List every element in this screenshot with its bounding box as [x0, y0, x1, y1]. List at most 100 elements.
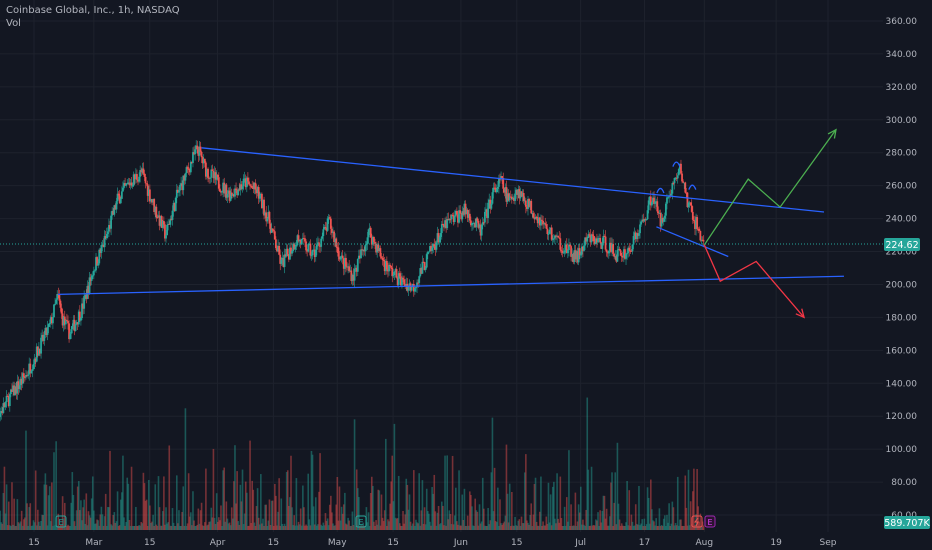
- volume-bar: [214, 524, 217, 530]
- candle-body: [228, 190, 231, 201]
- candle-body: [475, 218, 478, 228]
- candle-body: [322, 229, 325, 237]
- volume-bar: [40, 520, 42, 530]
- candle-body: [189, 161, 192, 173]
- candle-body: [268, 211, 271, 224]
- volume-bar: [515, 525, 517, 530]
- candle-body: [181, 183, 184, 191]
- candle-body: [104, 236, 107, 239]
- volume-bar: [160, 525, 163, 530]
- candle-body: [16, 381, 19, 394]
- candle-body: [664, 203, 667, 216]
- price-axis[interactable]: 360.00 340.00 320.00 300.00 280.00 260.00 240.…: [886, 17, 918, 521]
- candle-body: [675, 177, 678, 179]
- volume-bar: [388, 521, 390, 530]
- volume-bar: [503, 521, 506, 530]
- candle-body: [431, 247, 434, 251]
- candle-body: [136, 174, 138, 180]
- candle-body: [99, 249, 102, 253]
- volume-bar: [671, 501, 674, 530]
- volume-bar: [517, 520, 520, 530]
- volume-bar: [190, 512, 192, 530]
- candle-body: [333, 231, 335, 243]
- candle-body: [698, 228, 701, 231]
- volume-indicator-label[interactable]: Vol: [6, 18, 21, 29]
- candle-body: [591, 234, 594, 236]
- bullish-arrow-head: [827, 128, 837, 139]
- earnings-marker-1[interactable]: E: [55, 515, 67, 528]
- candle-body: [103, 236, 106, 248]
- candle-body: [529, 200, 532, 207]
- volume-bar: [417, 523, 419, 530]
- candle-body: [588, 234, 591, 236]
- candle-body: [391, 267, 394, 277]
- candle-body: [410, 287, 413, 291]
- flash-event-icon[interactable]: [691, 515, 703, 528]
- candle-body: [72, 319, 75, 326]
- volume-bar: [646, 487, 649, 530]
- volume-bar: [401, 525, 403, 530]
- price-tick-label: 200.00: [886, 280, 918, 290]
- symbol-title: Coinbase Global, Inc., 1h, NASDAQ: [6, 5, 180, 16]
- volume-bar: [642, 525, 645, 530]
- candle-body: [304, 238, 306, 242]
- candle-body: [366, 237, 369, 245]
- time-axis[interactable]: 15 Mar 15 Apr 15 May 15 Jun 15 Jul 17 Aug 19 Sep: [28, 538, 836, 548]
- volume-bar: [139, 525, 141, 530]
- volume-bar: [403, 523, 405, 530]
- volume-bar: [258, 524, 261, 530]
- candle-body: [413, 288, 416, 292]
- volume-bar: [599, 510, 601, 530]
- candle-body: [87, 285, 90, 294]
- earnings-marker-3[interactable]: E: [704, 515, 716, 528]
- volume-bar: [664, 515, 666, 530]
- volume-bar: [535, 521, 538, 530]
- candle-body: [70, 329, 73, 334]
- candle-body: [562, 252, 565, 254]
- candle-body: [18, 385, 21, 389]
- volume-bar: [548, 522, 551, 530]
- volume-bar: [490, 472, 493, 530]
- time-tick-label: 17: [639, 538, 650, 548]
- candle-body: [62, 316, 65, 326]
- volume-bar: [375, 520, 377, 530]
- candle-body: [621, 255, 624, 258]
- candle-body: [379, 248, 382, 257]
- candle-body: [252, 187, 255, 189]
- volume-bar: [617, 503, 620, 530]
- volume-bar: [446, 455, 448, 530]
- candle-body: [618, 249, 621, 251]
- volume-bar: [507, 522, 510, 530]
- earnings-marker-2[interactable]: E: [355, 515, 367, 528]
- volume-bar: [14, 525, 17, 530]
- volume-bar: [554, 518, 556, 530]
- volume-bar: [248, 525, 250, 530]
- candle-body: [659, 212, 662, 227]
- volume-bar: [152, 514, 154, 530]
- time-tick-label: May: [328, 538, 347, 548]
- candle-body: [467, 213, 470, 218]
- candle-body: [145, 183, 148, 185]
- volume-bar: [387, 519, 389, 530]
- volume-bar: [114, 522, 117, 530]
- candle-body: [283, 254, 286, 267]
- volume-bar: [178, 510, 180, 530]
- volume-bar: [266, 525, 269, 530]
- candle-body: [418, 276, 421, 283]
- candle-body: [384, 260, 387, 272]
- candle-body: [170, 218, 173, 220]
- volume-bar: [593, 525, 596, 530]
- volume-bar: [487, 508, 489, 530]
- candle-body: [575, 251, 578, 260]
- candle-body: [507, 193, 510, 201]
- candle-body: [331, 228, 333, 234]
- volume-bar: [312, 506, 315, 530]
- candle-body: [607, 250, 610, 254]
- volume-bar: [28, 507, 31, 530]
- volume-bar: [406, 484, 409, 530]
- volume-bar: [340, 506, 343, 530]
- candle-body: [461, 211, 464, 220]
- candle-body: [446, 218, 449, 229]
